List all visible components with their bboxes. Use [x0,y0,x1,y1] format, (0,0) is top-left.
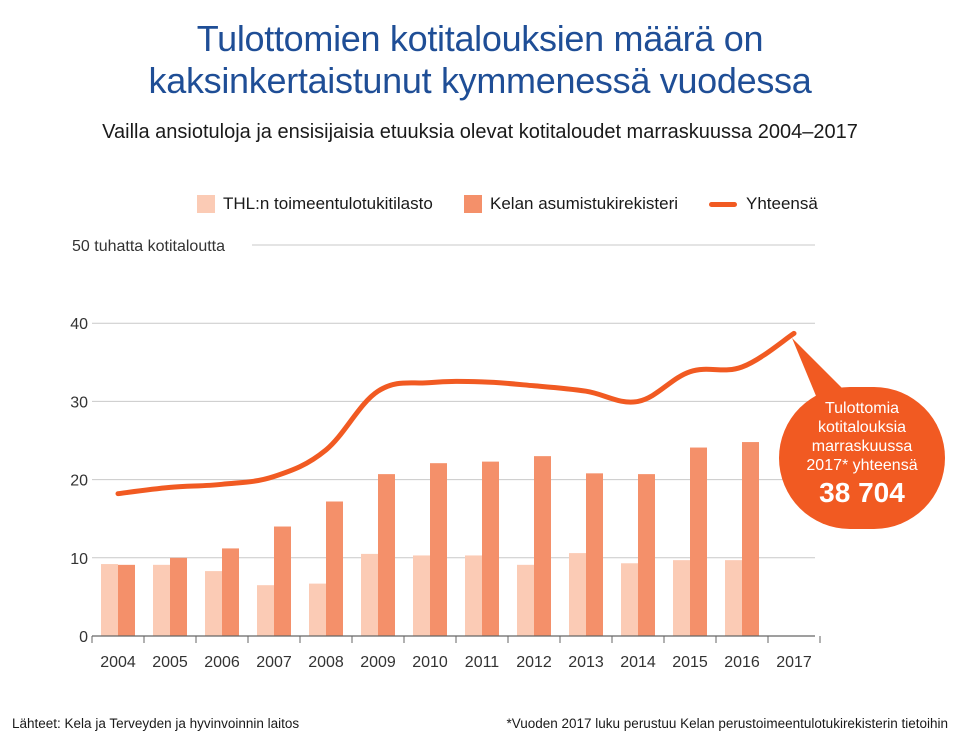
axes: 50 tuhatta kotitaloutta 0 10 20 30 40 2004 2005… [70,238,821,671]
bar-kela-2004 [118,564,135,636]
bar-thl-2004 [101,564,118,636]
bar-thl-2008 [309,583,326,636]
bar-thl-2007 [257,585,274,636]
legend-swatch-thl [197,195,215,213]
bar-thl-2011 [465,555,482,636]
x-tick-label-2006: 2006 [204,654,240,671]
legend-line-total [709,201,737,207]
bar-kela-2007 [274,526,291,636]
x-tick-label-2015: 2015 [672,654,708,671]
callout-text: Tulottomia kotitalouksia marraskuussa 20… [806,400,918,474]
bar-kela-2016 [742,442,759,636]
legend-swatch-kela [464,195,482,213]
x-tick-label-2017: 2017 [776,654,812,671]
bar-thl-2006 [205,571,222,636]
legend: THL:n toimeentulotukitilasto Kelan asumi… [0,192,960,216]
source-note: Lähteet: Kela ja Terveyden ja hyvinvoinn… [12,716,300,731]
bar-thl-2012 [517,564,534,636]
bar-kela-2015 [690,447,707,636]
bars [101,442,759,636]
bar-kela-2005 [170,557,187,636]
x-tick-label-2004: 2004 [100,654,136,671]
chart-title-line1: Tulottomien kotitalouksien määrä on [196,18,764,59]
bar-thl-2014 [621,563,638,636]
legend-label-thl: THL:n toimeentulotukitilasto [223,194,433,213]
total-callout: Tulottomia kotitalouksia marraskuussa 20… [779,387,945,529]
callout-value: 38 704 [819,477,905,508]
bar-kela-2014 [638,474,655,636]
x-tick-label-2014: 2014 [620,654,656,671]
x-tick-label-2013: 2013 [568,654,604,671]
bar-kela-2009 [378,474,395,636]
x-tick-label-2005: 2005 [152,654,188,671]
bar-thl-2015 [673,560,690,636]
x-tick-label-2010: 2010 [412,654,448,671]
total-line [115,330,797,497]
legend-label-kela: Kelan asumistukirekisteri [490,194,679,213]
footnote: *Vuoden 2017 luku perustuu Kelan perusto… [506,716,948,731]
x-tick-label-2009: 2009 [360,654,396,671]
bar-thl-2005 [153,564,170,636]
y-axis-label: 50 tuhatta kotitaloutta [72,238,225,255]
x-tick-label-2016: 2016 [724,654,760,671]
x-tick-label-2007: 2007 [256,654,292,671]
y-tick-label-20: 20 [70,473,88,490]
legend-label-total: Yhteensä [746,194,818,213]
bar-kela-2008 [326,501,343,636]
bar-thl-2013 [569,553,586,636]
chart-subtitle: Vailla ansiotuloja ja ensisijaisia etuuk… [102,121,858,143]
chart-title: Tulottomien kotitalouksien määrä on kaks… [0,18,960,102]
y-tick-label-10: 10 [70,551,88,568]
chart-title-line2: kaksinkertaistunut kymmenessä vuodessa [148,60,812,101]
bar-kela-2006 [222,548,239,636]
bar-kela-2010 [430,463,447,636]
y-tick-label-0: 0 [79,629,88,646]
y-tick-label-30: 30 [70,394,88,411]
x-tick-label-2012: 2012 [516,654,552,671]
legend-item-total: Yhteensä [709,192,818,216]
bar-kela-2012 [534,456,551,636]
x-tick-label-2008: 2008 [308,654,344,671]
bar-thl-2010 [413,555,430,636]
bar-kela-2011 [482,461,499,636]
bar-thl-2016 [725,560,742,636]
total-line-layer [115,330,797,497]
legend-item-kela: Kelan asumistukirekisteri [464,192,678,216]
bar-thl-2009 [361,553,378,636]
legend-item-thl: THL:n toimeentulotukitilasto [197,192,433,216]
y-tick-label-40: 40 [70,316,88,333]
bar-kela-2013 [586,473,603,636]
x-tick-label-2011: 2011 [465,654,500,671]
